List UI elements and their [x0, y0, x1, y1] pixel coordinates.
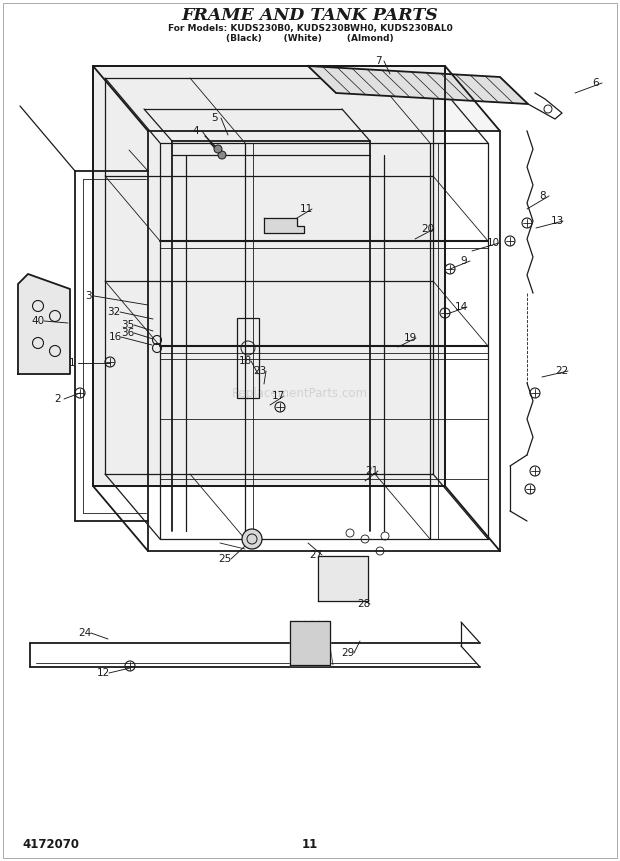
Text: 20: 20	[422, 224, 435, 234]
Text: 14: 14	[454, 302, 467, 312]
Text: (Black)       (White)        (Almond): (Black) (White) (Almond)	[226, 34, 394, 42]
Text: 4172070: 4172070	[22, 839, 79, 852]
Text: 40: 40	[32, 316, 45, 326]
Text: 4: 4	[193, 126, 199, 136]
Text: 8: 8	[539, 191, 546, 201]
Text: 27: 27	[309, 550, 322, 560]
Text: 36: 36	[122, 328, 135, 338]
Text: FRAME AND TANK PARTS: FRAME AND TANK PARTS	[182, 7, 438, 23]
Text: 17: 17	[272, 391, 285, 401]
Text: 1: 1	[69, 358, 75, 368]
Text: 23: 23	[254, 366, 267, 376]
Text: 12: 12	[96, 668, 110, 678]
Polygon shape	[93, 66, 500, 131]
Text: 6: 6	[593, 78, 600, 88]
Text: 2: 2	[55, 394, 61, 404]
Polygon shape	[308, 66, 528, 104]
Text: 5: 5	[211, 113, 218, 123]
Text: 16: 16	[108, 332, 122, 342]
Circle shape	[218, 151, 226, 159]
Text: 11: 11	[299, 204, 312, 214]
Text: 11: 11	[302, 839, 318, 852]
Polygon shape	[18, 274, 70, 374]
Polygon shape	[290, 621, 330, 665]
Text: 19: 19	[404, 333, 417, 343]
Circle shape	[214, 145, 222, 153]
Text: 35: 35	[122, 320, 135, 330]
Text: 25: 25	[218, 554, 232, 564]
Text: 18: 18	[238, 356, 252, 366]
Text: 24: 24	[78, 628, 92, 638]
Text: 3: 3	[85, 291, 91, 301]
Text: ReplacementParts.com: ReplacementParts.com	[232, 387, 368, 400]
Circle shape	[242, 529, 262, 549]
Text: For Models: KUDS230B0, KUDS230BWH0, KUDS230BAL0: For Models: KUDS230B0, KUDS230BWH0, KUDS…	[167, 23, 453, 33]
Text: 7: 7	[374, 56, 381, 66]
Text: 29: 29	[342, 648, 355, 658]
Text: 32: 32	[107, 307, 121, 317]
Text: 13: 13	[551, 216, 564, 226]
Text: 9: 9	[461, 256, 467, 266]
Text: 22: 22	[556, 366, 569, 376]
Text: 21: 21	[365, 466, 379, 476]
Polygon shape	[93, 66, 445, 486]
Polygon shape	[264, 218, 304, 233]
Text: 28: 28	[357, 599, 371, 609]
Text: 10: 10	[487, 238, 500, 248]
Bar	[237, 318, 259, 398]
Polygon shape	[318, 556, 368, 601]
